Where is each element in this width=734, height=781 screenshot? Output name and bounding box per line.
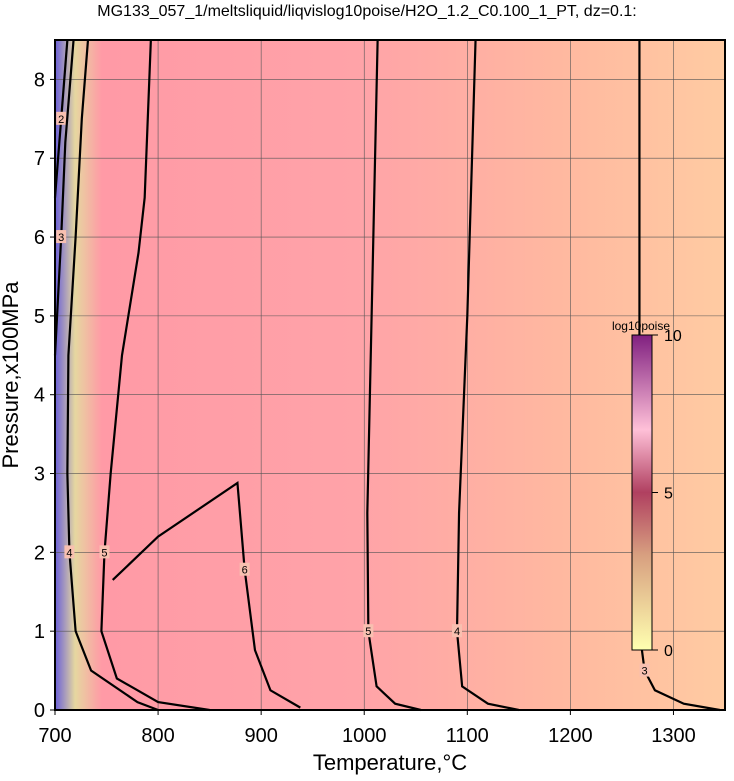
contour-label: 2 [58,114,64,126]
contour-line [66,39,159,712]
y-tick-label: 1 [34,621,45,643]
plot-frame [54,39,726,711]
contour-label-bg [56,230,67,244]
colorbar-tick-label: 5 [664,486,673,503]
contour-label-bg [639,663,650,677]
plot-background [55,40,725,710]
x-tick-label: 800 [141,725,174,747]
y-tick-label: 8 [34,69,45,91]
contour-label: 5 [101,547,107,559]
contour-label-bg [239,562,250,576]
colorbar [631,334,653,651]
chart-title: MG133_057_1/meltsliquid/liqvislog10poise… [97,3,636,20]
y-tick-label: 7 [34,148,45,170]
y-tick-label: 5 [34,306,45,328]
contour-label: 3 [58,232,64,244]
y-tick-label: 0 [34,700,45,722]
contour-label-bg [64,545,75,559]
x-tick-label: 700 [38,725,71,747]
y-tick-label: 4 [34,385,45,407]
contour-label-bg [363,624,374,638]
x-tick-label: 1300 [651,725,696,747]
colorbar-label: log10poise [612,319,670,333]
contour-line [100,39,210,712]
contour-label: 6 [242,565,248,577]
y-tick-label: 3 [34,464,45,486]
contour-label: 3 [642,666,648,678]
x-tick-label: 1200 [548,725,593,747]
contour-label-bg [452,624,462,638]
contour-label: 4 [66,547,72,559]
contour-label-bg [56,111,67,125]
contour-label-bg [99,545,110,559]
colorbar-tick-label: 10 [664,328,682,345]
x-tick-label: 1000 [342,725,387,747]
colorbar-tick-label: 0 [664,643,673,660]
contours: 2 3 4 5 6 5 4 3 [53,39,721,712]
y-tick-label: 6 [34,227,45,249]
y-axis-label: Pressure,x100MPa [0,281,23,469]
x-tick-label: 1100 [446,725,489,747]
grid [54,40,725,711]
x-tick-label: 900 [244,725,277,747]
contour-label: 5 [365,626,371,638]
y-tick-label: 2 [34,542,45,564]
x-axis-label: Temperature,°C [313,750,467,775]
contour-label: 4 [454,626,460,638]
